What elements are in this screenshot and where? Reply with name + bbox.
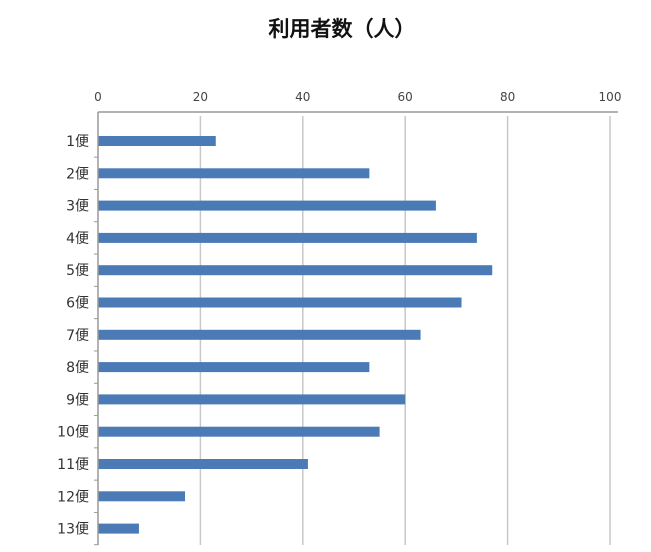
y-tick-label: 8便 [66, 360, 89, 376]
y-tick-label: 13便 [57, 522, 89, 538]
x-axis-ticks: 0 20 40 60 80 100 [94, 90, 621, 104]
bar [98, 168, 370, 179]
y-tick-label: 5便 [66, 263, 89, 279]
y-tick-label: 4便 [66, 231, 89, 247]
axes [94, 111, 618, 546]
bar [98, 362, 370, 373]
x-tick-label: 100 [599, 90, 622, 104]
bar [98, 426, 380, 437]
y-axis-ticks: 1便 2便 3便 4便 5便 6便 7便 8便 9便 10便 11便 12便 13便 [57, 134, 89, 538]
y-tick-label: 6便 [66, 296, 89, 312]
bars [98, 136, 493, 534]
bar [98, 491, 186, 502]
x-tick-label: 20 [193, 90, 208, 104]
bar [98, 329, 421, 340]
y-tick-label: 10便 [57, 425, 89, 441]
chart-title: 利用者数（人） [269, 17, 416, 41]
bar [98, 200, 436, 211]
x-tick-label: 0 [94, 90, 102, 104]
bar [98, 265, 493, 276]
x-tick-label: 40 [295, 90, 310, 104]
y-tick-label: 1便 [66, 134, 89, 150]
y-tick-label: 3便 [66, 199, 89, 215]
bar [98, 297, 462, 308]
bar [98, 136, 216, 146]
bar [98, 459, 308, 469]
x-tick-label: 60 [398, 90, 413, 104]
y-tick-label: 12便 [57, 489, 89, 505]
y-tick-label: 7便 [66, 328, 89, 344]
bar [98, 394, 406, 405]
x-tick-label: 80 [500, 90, 515, 104]
y-tick-label: 9便 [66, 392, 89, 408]
y-tick-label: 11便 [57, 457, 89, 473]
y-tick-label: 2便 [66, 166, 89, 182]
bar [98, 523, 139, 534]
bar [98, 232, 477, 243]
